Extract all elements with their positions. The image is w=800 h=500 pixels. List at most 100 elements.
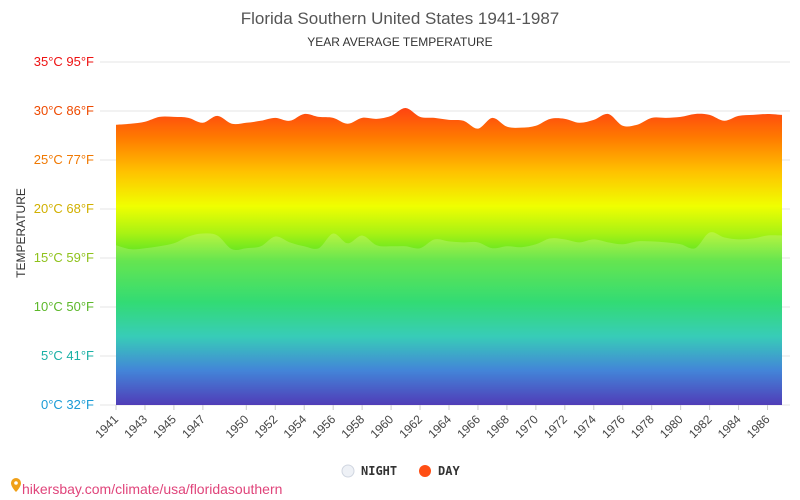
day-data-point <box>679 116 681 118</box>
night-data-point <box>462 241 464 243</box>
night-data-point <box>158 245 160 247</box>
night-data-point <box>535 243 537 245</box>
night-data-point <box>607 241 609 243</box>
night-data-point <box>289 241 291 243</box>
night-data-point <box>593 238 595 240</box>
legend-day-swatch <box>419 465 431 477</box>
source-url: hikersbay.com/climate/usa/floridasouther… <box>22 481 282 497</box>
legend: NIGHT DAY <box>341 464 460 478</box>
night-data-point <box>650 240 652 242</box>
x-tick-label: 1947 <box>179 412 208 441</box>
day-data-point <box>346 123 348 125</box>
y-tick-label: 0°C 32°F <box>41 397 94 412</box>
night-data-point <box>419 247 421 249</box>
day-data-point <box>375 118 377 120</box>
y-tick-label: 10°C 50°F <box>34 299 94 314</box>
day-data-point <box>766 113 768 115</box>
x-tick-label: 1978 <box>628 412 657 441</box>
night-data-point <box>723 236 725 238</box>
x-tick-label: 1984 <box>715 412 744 441</box>
day-data-point <box>737 115 739 117</box>
chart-subtitle: YEAR AVERAGE TEMPERATURE <box>307 35 492 49</box>
chart-title: Florida Southern United States 1941-1987 <box>241 9 559 28</box>
x-tick-label: 1970 <box>512 412 541 441</box>
night-data-point <box>506 245 508 247</box>
day-data-point <box>564 118 566 120</box>
night-data-point <box>433 238 435 240</box>
x-tick-label: 1980 <box>657 412 686 441</box>
day-series-area <box>116 108 782 406</box>
day-data-point <box>650 117 652 119</box>
x-tick-label: 1950 <box>223 412 252 441</box>
day-data-point <box>129 123 131 125</box>
day-data-point <box>361 117 363 119</box>
night-data-point <box>448 240 450 242</box>
y-tick-label: 25°C 77°F <box>34 152 94 167</box>
day-data-point <box>202 122 204 124</box>
legend-item-day[interactable]: DAY <box>419 464 460 478</box>
day-data-point <box>448 119 450 121</box>
day-data-point <box>477 127 479 129</box>
x-tick-label: 1974 <box>570 412 599 441</box>
night-series-area <box>116 232 782 405</box>
night-data-point <box>694 247 696 249</box>
x-tick-label: 1958 <box>338 412 367 441</box>
day-data-point <box>506 125 508 127</box>
night-data-point <box>202 232 204 234</box>
day-data-point <box>578 122 580 124</box>
y-tick-label: 20°C 68°F <box>34 201 94 216</box>
day-data-point <box>404 107 406 109</box>
night-data-point <box>737 238 739 240</box>
day-data-point <box>535 125 537 127</box>
day-data-point <box>303 113 305 115</box>
day-data-point <box>216 115 218 117</box>
night-data-point <box>231 248 233 250</box>
night-data-point <box>129 248 131 250</box>
x-tick-label: 1952 <box>252 412 281 441</box>
legend-item-night[interactable]: NIGHT <box>341 464 397 478</box>
x-tick-label: 1972 <box>541 412 570 441</box>
day-data-point <box>289 120 291 122</box>
night-data-point <box>404 245 406 247</box>
day-data-point <box>245 122 247 124</box>
day-data-point <box>622 125 624 127</box>
x-tick-label: 1962 <box>396 412 425 441</box>
day-data-point <box>144 121 146 123</box>
day-data-point <box>708 114 710 116</box>
night-data-point <box>679 243 681 245</box>
y-axis-label: TEMPERATURE <box>14 188 28 278</box>
night-data-point <box>144 247 146 249</box>
legend-night-swatch <box>341 464 355 478</box>
y-tick-labels: 0°C 32°F 5°C 41°F 10°C 50°F 15°C 59°F 20°C 6… <box>34 54 94 412</box>
day-data-point <box>332 117 334 119</box>
source-link[interactable]: hikersbay.com/climate/usa/floridasouther… <box>11 478 282 497</box>
night-data-point <box>766 234 768 236</box>
y-tick-label: 15°C 59°F <box>34 250 94 265</box>
day-data-point <box>549 118 551 120</box>
night-data-point <box>332 232 334 234</box>
night-data-point <box>752 237 754 239</box>
day-data-point <box>419 116 421 118</box>
x-tick-label: 1945 <box>150 412 179 441</box>
day-data-point <box>433 117 435 119</box>
x-tick-label: 1941 <box>92 412 121 441</box>
night-data-point <box>578 241 580 243</box>
night-data-point <box>665 241 667 243</box>
day-data-point <box>636 124 638 126</box>
day-data-point <box>593 119 595 121</box>
night-data-point <box>622 243 624 245</box>
y-tick-label: 35°C 95°F <box>34 54 94 69</box>
night-data-point <box>564 238 566 240</box>
day-data-point <box>694 113 696 115</box>
night-data-point <box>708 231 710 233</box>
day-data-point <box>665 117 667 119</box>
x-tick-label: 1982 <box>686 412 715 441</box>
x-tick-label: 1954 <box>281 412 310 441</box>
night-data-point <box>549 237 551 239</box>
day-data-point <box>260 120 262 122</box>
night-data-point <box>187 235 189 237</box>
x-tick-label: 1956 <box>310 412 339 441</box>
night-data-point <box>491 247 493 249</box>
y-tick-label: 5°C 41°F <box>41 348 94 363</box>
